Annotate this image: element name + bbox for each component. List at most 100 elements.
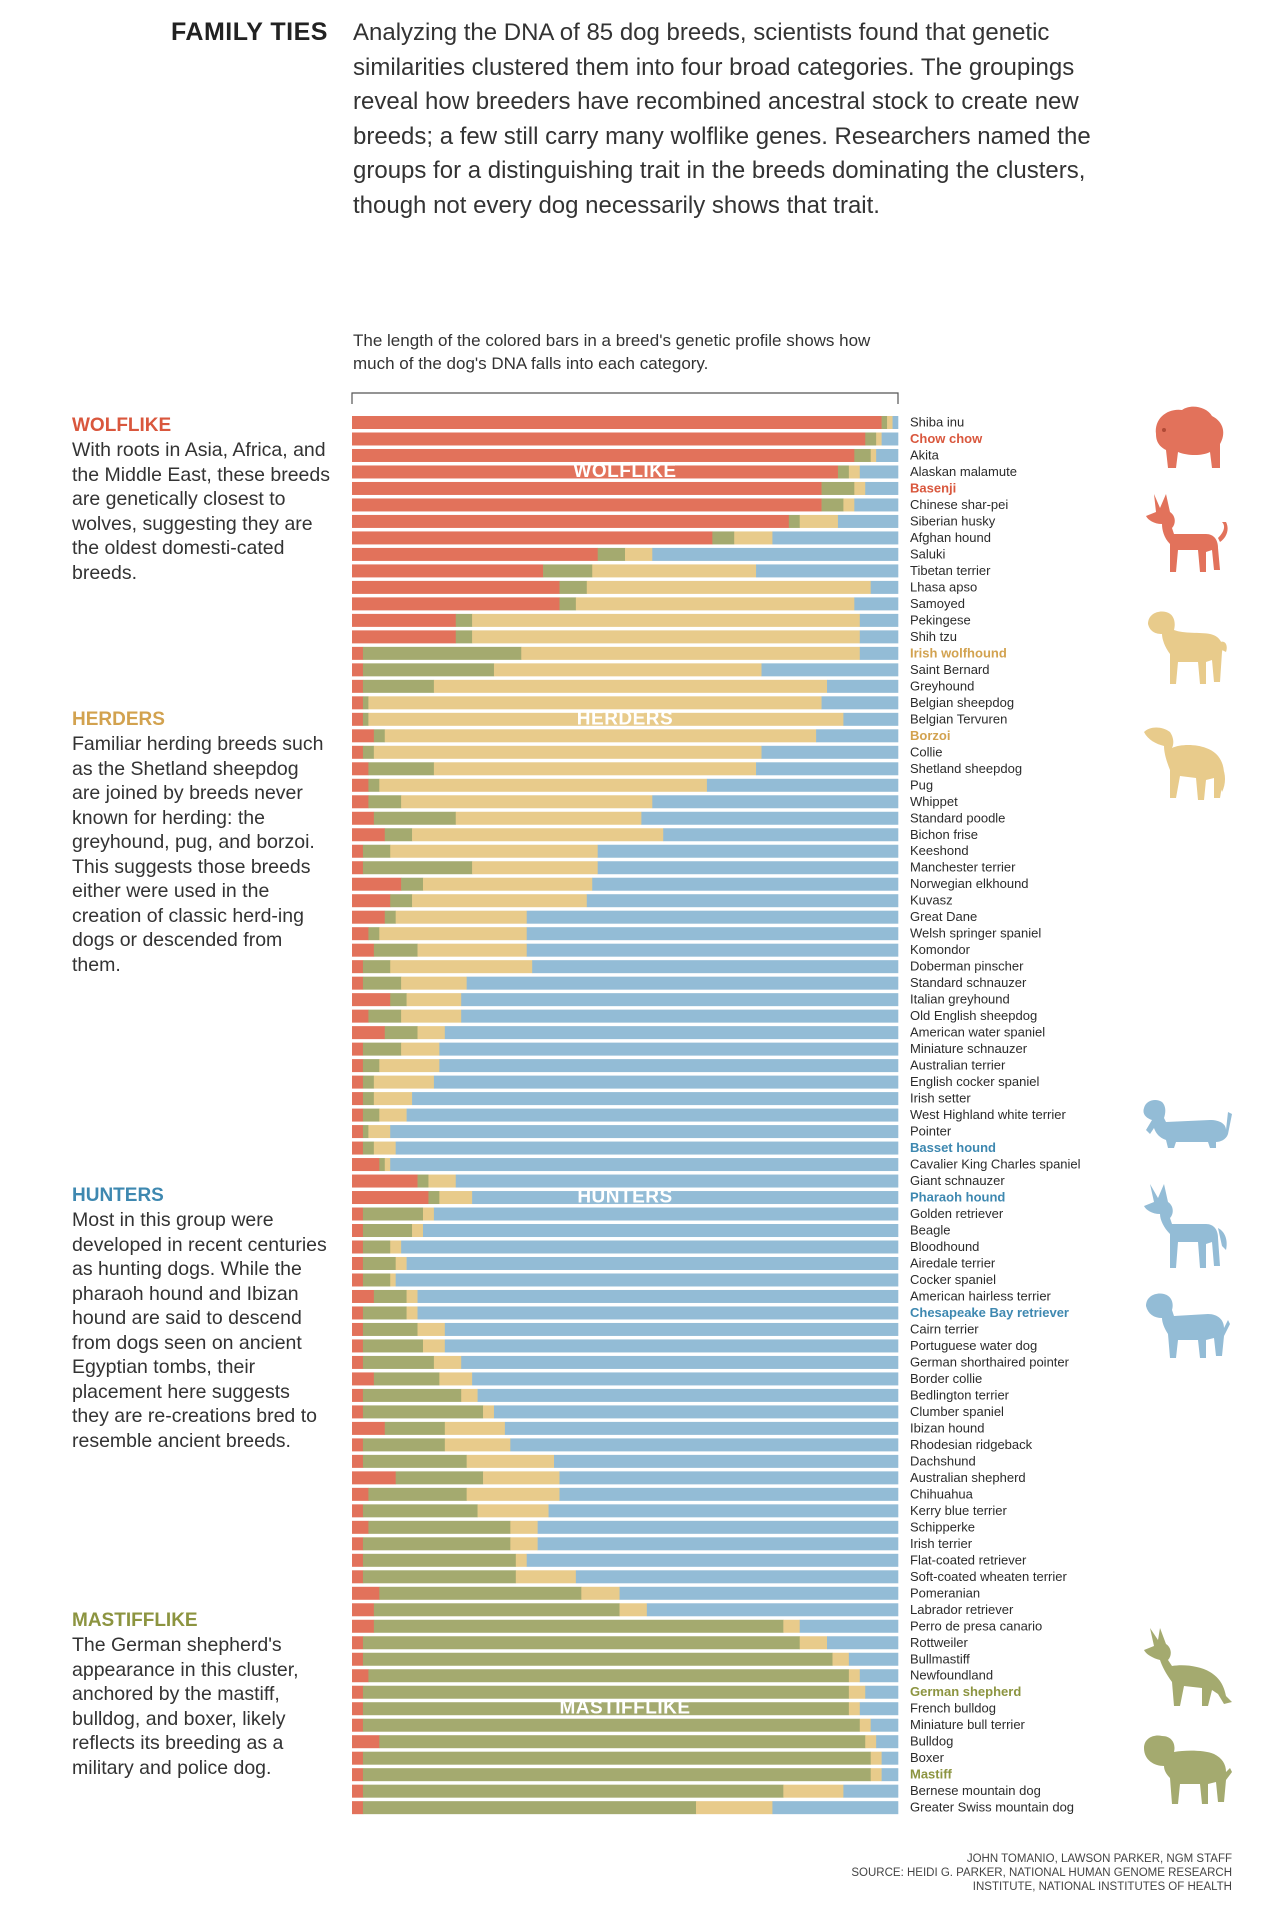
breed-label: Borzoi	[910, 728, 950, 743]
hunters-segment	[444, 1322, 899, 1336]
breed-label: English cocker spaniel	[910, 1074, 1039, 1089]
herders-segment	[843, 498, 855, 512]
wolflike-segment	[352, 762, 369, 776]
mastifflike-segment	[362, 1388, 462, 1402]
wolflike-segment	[352, 630, 457, 644]
mastifflike-segment	[362, 1553, 517, 1567]
hunters-segment	[859, 1702, 899, 1716]
herders-segment	[412, 828, 664, 842]
herders-segment	[412, 1224, 424, 1238]
breed-label: Cairn terrier	[910, 1321, 979, 1336]
mastifflike-segment	[362, 1141, 375, 1155]
mastifflike-segment	[384, 828, 413, 842]
herders-segment	[783, 1784, 844, 1798]
mastifflike-segment	[368, 1009, 402, 1023]
breed-bar-row	[352, 465, 899, 479]
wolflike-segment	[352, 1306, 364, 1320]
herders-segment	[515, 1553, 528, 1567]
cluster-label: HUNTERS	[577, 1187, 672, 1208]
mastifflike-segment	[362, 1224, 413, 1238]
herders-segment	[373, 745, 762, 759]
wolflike-segment	[352, 1405, 364, 1419]
mastifflike-segment	[362, 1537, 511, 1551]
hunters-segment	[865, 481, 899, 495]
wolflike-segment	[352, 927, 369, 941]
breed-bar-row	[352, 1405, 899, 1419]
herders-segment	[581, 1586, 620, 1600]
wolflike-heading: WOLFLIKE	[72, 415, 172, 436]
breed-bar-row	[352, 1735, 899, 1749]
herders-segment	[433, 1355, 462, 1369]
mastifflike-segment	[559, 597, 577, 611]
hunters-segment	[477, 1388, 899, 1402]
mastifflike-segment	[368, 795, 402, 809]
chesapeake-bay-retriever-icon	[1146, 1293, 1230, 1358]
hunters-segment	[390, 1158, 899, 1172]
breed-label: Samoyed	[910, 596, 965, 611]
breed-bar-row	[352, 514, 899, 528]
herders-segment	[422, 1207, 435, 1221]
wolflike-segment	[352, 1718, 364, 1732]
wolflike-segment	[352, 1603, 375, 1617]
breed-label: Australian terrier	[910, 1058, 1006, 1073]
mastifflike-segment	[362, 1801, 697, 1815]
herders-segment	[379, 1059, 440, 1073]
breed-label: Miniature bull terrier	[910, 1717, 1026, 1732]
herders-segment	[848, 1685, 866, 1699]
page-title: FAMILY TIES	[171, 18, 328, 46]
mastifflike-description: MASTIFFLIKE The German shepherd's appear…	[72, 1609, 330, 1780]
hunters-segment	[859, 465, 899, 479]
breed-label: Pharaoh hound	[910, 1190, 1005, 1205]
breed-bar-row	[352, 1471, 899, 1485]
wolflike-segment	[352, 1421, 386, 1435]
breed-label: Mastiff	[910, 1767, 953, 1782]
breed-label: Komondor	[910, 942, 971, 957]
breed-bar-row	[352, 1207, 899, 1221]
breed-label: Irish setter	[910, 1091, 971, 1106]
wolflike-segment	[352, 1504, 364, 1518]
herders-segment	[799, 1636, 828, 1650]
wolflike-segment	[352, 1570, 364, 1584]
hunters-segment	[865, 1685, 899, 1699]
herders-segment	[368, 696, 822, 710]
mastifflike-segment	[384, 1421, 446, 1435]
mastifflike-segment	[455, 613, 473, 627]
breed-label: Doberman pinscher	[910, 959, 1024, 974]
breed-label: American water spaniel	[910, 1025, 1045, 1040]
herders-segment	[439, 1372, 473, 1386]
herders-segment	[379, 778, 708, 792]
herders-segment	[625, 547, 653, 561]
mastifflike-segment	[362, 1405, 484, 1419]
wolflike-segment	[352, 597, 560, 611]
breed-label: Bulldog	[910, 1734, 953, 1749]
chart-caption: The length of the colored bars in a bree…	[353, 331, 871, 373]
mastifflike-segment	[362, 1256, 396, 1270]
breed-label: Chesapeake Bay retriever	[910, 1305, 1069, 1320]
mastifflike-segment	[368, 762, 435, 776]
hunters-segment	[422, 1224, 899, 1238]
breed-label: Standard poodle	[910, 810, 1005, 825]
hunters-segment	[843, 712, 899, 726]
herders-segment	[395, 1256, 407, 1270]
breed-bar-row	[352, 1570, 899, 1584]
herders-segment	[439, 1191, 473, 1205]
cluster-labels: WOLFLIKE HERDERS HUNTERS MASTIFFLIKE	[559, 461, 690, 1719]
wolflike-segment	[352, 1125, 364, 1139]
wolflike-segment	[352, 1784, 364, 1798]
breed-label: Pointer	[910, 1124, 952, 1139]
herders-segment	[832, 1652, 850, 1666]
mastifflike-segment	[362, 1273, 391, 1287]
wolflike-segment	[352, 1174, 418, 1188]
breed-bar-row	[352, 564, 899, 578]
breed-label: Pomeranian	[910, 1585, 980, 1600]
hunters-segment	[439, 1042, 899, 1056]
hunters-segment	[848, 1652, 899, 1666]
breed-label: Manchester terrier	[910, 860, 1016, 875]
herders-segment	[384, 729, 817, 743]
wolflike-segment	[352, 514, 790, 528]
mastifflike-segment	[362, 1355, 435, 1369]
wolflike-segment	[352, 712, 364, 726]
hunters-segment	[417, 1289, 899, 1303]
mastifflike-segment	[373, 811, 457, 825]
wolflike-segment	[352, 844, 364, 858]
